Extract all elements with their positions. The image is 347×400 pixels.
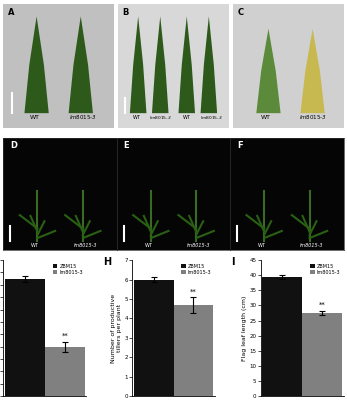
Text: WT: WT — [133, 115, 141, 120]
Text: WT: WT — [183, 115, 191, 120]
Y-axis label: Flag leaf length (cm): Flag leaf length (cm) — [242, 295, 247, 361]
Text: **: ** — [61, 333, 68, 339]
Legend: ZBM15, lm8015-3: ZBM15, lm8015-3 — [309, 262, 341, 276]
Text: H: H — [103, 258, 111, 268]
Polygon shape — [201, 16, 217, 113]
Text: B: B — [123, 8, 129, 17]
Bar — [262, 277, 302, 396]
Text: E: E — [124, 141, 129, 150]
Bar — [174, 305, 213, 396]
Text: $\it{lm8015}$-3: $\it{lm8015}$-3 — [69, 113, 97, 121]
Polygon shape — [256, 29, 281, 113]
Bar — [134, 280, 174, 396]
Text: WT: WT — [31, 243, 39, 248]
Polygon shape — [152, 16, 169, 113]
Text: **: ** — [190, 288, 197, 294]
Bar — [5, 279, 45, 396]
Text: $\it{lm8015}$-3: $\it{lm8015}$-3 — [200, 114, 222, 121]
Text: WT: WT — [29, 115, 40, 120]
Text: **: ** — [319, 302, 325, 308]
Legend: ZBM15, lm8015-3: ZBM15, lm8015-3 — [180, 262, 213, 276]
Text: I: I — [231, 258, 235, 268]
Bar — [302, 313, 342, 396]
Text: lm8015-3: lm8015-3 — [73, 243, 97, 248]
Text: F: F — [237, 141, 243, 150]
Text: D: D — [10, 141, 17, 150]
Polygon shape — [178, 16, 195, 113]
Polygon shape — [301, 29, 325, 113]
Text: C: C — [238, 8, 244, 17]
Y-axis label: Number of productive
tillers per plant: Number of productive tillers per plant — [111, 294, 121, 363]
Text: $\it{lm8015}$-3: $\it{lm8015}$-3 — [299, 113, 327, 121]
Text: WT: WT — [261, 115, 271, 120]
Polygon shape — [69, 16, 93, 113]
Text: lm8015-3: lm8015-3 — [300, 243, 323, 248]
Text: WT: WT — [145, 243, 152, 248]
Text: A: A — [8, 8, 14, 17]
Text: WT: WT — [258, 243, 266, 248]
Text: lm8015-3: lm8015-3 — [187, 243, 210, 248]
Bar — [45, 346, 85, 396]
Legend: ZBM15, lm8015-3: ZBM15, lm8015-3 — [52, 262, 84, 276]
Polygon shape — [24, 16, 49, 113]
Polygon shape — [130, 16, 146, 113]
Text: $\it{lm8015}$-3: $\it{lm8015}$-3 — [149, 114, 172, 121]
